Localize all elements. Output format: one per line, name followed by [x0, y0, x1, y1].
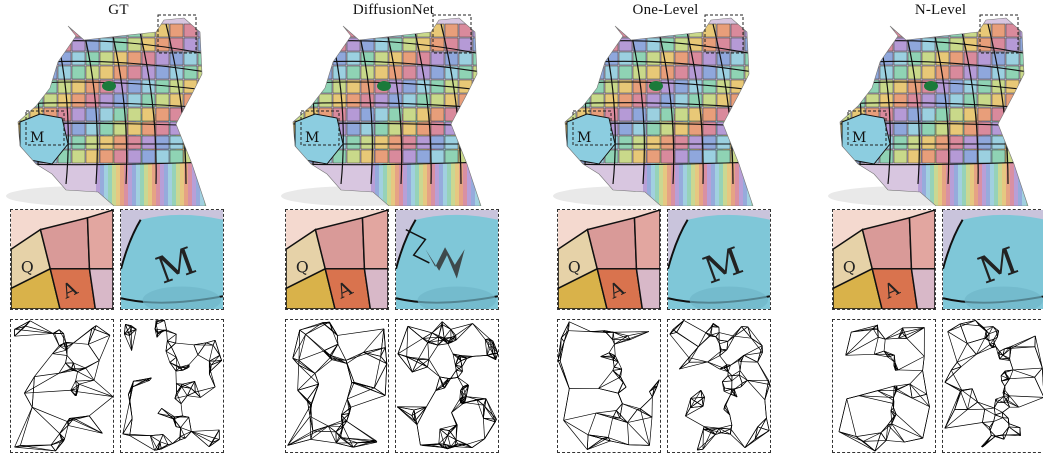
column-title: DiffusionNet: [352, 2, 435, 18]
mesh-inset-right: [395, 319, 499, 453]
svg-text:Q: Q: [296, 258, 309, 277]
column-title: N-Level: [914, 2, 967, 18]
cat-head-render: M: [6, 14, 231, 206]
mesh-inset-left: [285, 319, 389, 453]
column-title: GT: [108, 2, 129, 18]
zoom-nose-inset: [395, 209, 499, 310]
zoom-nose-inset: M: [667, 209, 771, 310]
mesh-inset-right: [942, 319, 1043, 453]
zoom-nose-inset: M: [120, 209, 224, 310]
mesh-inset-left: [832, 319, 936, 453]
cat-head-render: M: [281, 14, 506, 206]
svg-text:Q: Q: [843, 258, 856, 277]
cat-head-render: M: [828, 14, 1043, 206]
mesh-inset-left: [10, 319, 114, 453]
svg-text:Q: Q: [21, 258, 34, 277]
svg-text:M: M: [852, 130, 866, 146]
zoom-nose-inset: M: [942, 209, 1043, 310]
svg-text:M: M: [305, 130, 319, 146]
svg-text:Q: Q: [568, 258, 581, 277]
svg-text:M: M: [577, 130, 591, 146]
mesh-inset-left: [557, 319, 661, 453]
cat-head-render: M: [553, 14, 778, 206]
mesh-inset-right: [120, 319, 224, 453]
mesh-inset-right: [667, 319, 771, 453]
svg-text:M: M: [30, 130, 44, 146]
column-title: One-Level: [632, 2, 699, 18]
